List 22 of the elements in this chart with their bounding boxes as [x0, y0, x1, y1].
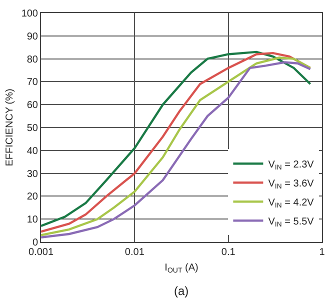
- y-axis-title: EFFICIENCY (%): [4, 88, 16, 166]
- y-tick-label: 80: [26, 54, 38, 66]
- text: (a): [174, 284, 189, 298]
- x-tick-label: 0.1: [221, 247, 236, 258]
- legend-label: V$_{IN}$ = 2.3V: [268, 160, 314, 172]
- x-axis-title: I$_{OUT}$ (A): [164, 262, 198, 275]
- x-tick-label: 0.001: [28, 247, 54, 258]
- y-tick-label: 50: [26, 123, 38, 134]
- y-tick-label: 60: [26, 100, 38, 112]
- y-tick-label: 0: [32, 238, 38, 248]
- y-tick-label: 70: [26, 77, 38, 88]
- x-tick-label: 1: [319, 247, 326, 258]
- legend-label: V$_{IN}$ = 4.2V: [268, 198, 314, 210]
- y-tick-label: 10: [26, 214, 38, 226]
- y-tick-label: 100: [21, 8, 38, 20]
- y-tick-label: 30: [26, 168, 38, 180]
- x-tick-label: 0.01: [124, 247, 145, 258]
- legend-label: V$_{IN}$ = 5.5V: [268, 216, 314, 229]
- y-tick-label: 40: [26, 146, 38, 157]
- y-tick-label: 90: [26, 31, 38, 42]
- legend-label: V$_{IN}$ = 3.6V: [268, 178, 314, 191]
- y-tick-label: 20: [26, 192, 38, 203]
